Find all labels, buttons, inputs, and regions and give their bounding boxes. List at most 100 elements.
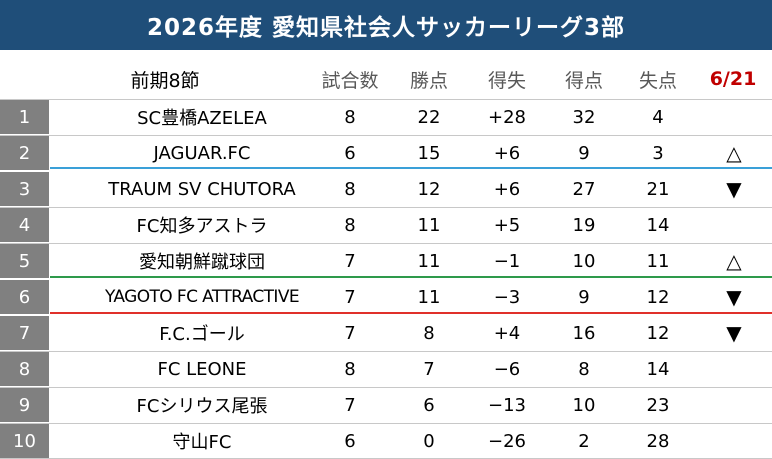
- goals-for-cell: 32: [572, 106, 596, 128]
- table-row: 6 YAGOTO FC ATTRACTIVE 7 11 −3 9 12 ▼: [0, 279, 772, 315]
- goals-against-cell: 3: [652, 142, 664, 164]
- points-cell: 7: [423, 358, 435, 380]
- goals-against-cell: 21: [646, 178, 670, 200]
- games-cell: 8: [344, 358, 356, 380]
- row-divider: [0, 207, 772, 208]
- goal-diff-cell: −1: [493, 250, 521, 272]
- round-header: 前期8節: [130, 69, 200, 92]
- goal-diff-cell: −6: [493, 358, 521, 380]
- goal-diff-cell: −3: [493, 286, 521, 308]
- date-header: 6/21: [709, 68, 757, 90]
- team-name: 守山FC: [172, 432, 232, 453]
- page-title: 2026年度 愛知県社会人サッカーリーグ3部: [146, 15, 626, 41]
- team-name: 愛知朝鮮蹴球団: [139, 252, 265, 273]
- goal-diff-header: 得失: [487, 69, 526, 92]
- rank-cell: 10: [0, 424, 49, 458]
- trend-icon: ▼: [726, 177, 742, 201]
- games-header: 試合数: [321, 69, 379, 92]
- team-name: F.C.ゴール: [159, 324, 245, 345]
- rank-cell: 9: [0, 388, 49, 422]
- rank-cell: 1: [0, 100, 49, 134]
- rank-cell: 6: [0, 280, 49, 314]
- points-cell: 6: [423, 394, 435, 416]
- rank-cell: 5: [0, 244, 49, 278]
- team-name: JAGUAR.FC: [153, 142, 251, 164]
- team-name: TRAUM SV CHUTORA: [108, 178, 296, 200]
- trend-icon: △: [726, 249, 742, 273]
- games-cell: 8: [344, 214, 356, 236]
- trend-icon: △: [726, 141, 742, 165]
- table-row: 10 守山FC 6 0 −26 2 28: [0, 423, 772, 459]
- points-header: 勝点: [409, 69, 448, 92]
- goals-for-cell: 2: [578, 430, 590, 452]
- points-cell: 15: [417, 142, 441, 164]
- trend-icon: [710, 351, 758, 387]
- games-cell: 6: [344, 430, 356, 452]
- trend-icon: [710, 387, 758, 423]
- rank-cell: 7: [0, 316, 49, 350]
- games-cell: 7: [344, 322, 356, 344]
- goals-against-header: 失点: [638, 69, 677, 92]
- goal-diff-cell: −13: [488, 394, 526, 416]
- row-divider: [0, 387, 772, 388]
- goals-for-cell: 16: [572, 322, 596, 344]
- trend-icon: ▼: [726, 321, 742, 345]
- goal-diff-cell: +6: [493, 178, 521, 200]
- trend-icon: ▼: [726, 285, 742, 309]
- rank-cell: 4: [0, 208, 49, 242]
- rank-cell: 8: [0, 352, 49, 386]
- trend-icon: [710, 423, 758, 459]
- team-name: YAGOTO FC ATTRACTIVE: [104, 287, 300, 307]
- games-cell: 7: [344, 286, 356, 308]
- games-cell: 8: [344, 178, 356, 200]
- table-row: 9 FCシリウス尾張 7 6 −13 10 23: [0, 387, 772, 423]
- team-name: FC知多アストラ: [136, 216, 268, 237]
- goals-against-cell: 11: [646, 250, 670, 272]
- points-cell: 8: [423, 322, 435, 344]
- table-row: 3 TRAUM SV CHUTORA 8 12 +6 27 21 ▼: [0, 171, 772, 207]
- points-cell: 12: [417, 178, 441, 200]
- row-divider: [0, 243, 772, 244]
- table-row: 4 FC知多アストラ 8 11 +5 19 14: [0, 207, 772, 243]
- goal-diff-cell: +5: [493, 214, 521, 236]
- playoff-line: [50, 276, 772, 278]
- team-name: FCシリウス尾張: [136, 396, 268, 417]
- goal-diff-cell: +4: [493, 322, 521, 344]
- rank-cell: 3: [0, 172, 49, 206]
- table-row: 5 愛知朝鮮蹴球団 7 11 −1 10 11 △: [0, 243, 772, 279]
- goals-against-cell: 14: [646, 358, 670, 380]
- goals-against-cell: 14: [646, 214, 670, 236]
- goals-for-cell: 8: [578, 358, 590, 380]
- trend-icon: [710, 207, 758, 243]
- team-name: FC LEONE: [157, 358, 247, 380]
- table-row: 2 JAGUAR.FC 6 15 +6 9 3 △: [0, 135, 772, 171]
- games-cell: 6: [344, 142, 356, 164]
- points-cell: 11: [417, 286, 441, 308]
- goals-against-cell: 28: [646, 430, 670, 452]
- team-name: SC豊橋AZELEA: [137, 108, 267, 129]
- table-row: 1 SC豊橋AZELEA 8 22 +28 32 4: [0, 99, 772, 135]
- games-cell: 8: [344, 106, 356, 128]
- goals-for-cell: 10: [572, 394, 596, 416]
- goals-for-cell: 9: [578, 142, 590, 164]
- row-divider: [0, 351, 772, 352]
- table-row: 8 FC LEONE 8 7 −6 8 14: [0, 351, 772, 387]
- title-banner: 2026年度 愛知県社会人サッカーリーグ3部: [0, 0, 772, 50]
- goals-for-header: 得点: [564, 69, 603, 92]
- goals-against-cell: 4: [652, 106, 664, 128]
- goals-for-cell: 27: [572, 178, 596, 200]
- row-divider: [0, 423, 772, 424]
- goals-against-cell: 12: [646, 322, 670, 344]
- goals-for-cell: 10: [572, 250, 596, 272]
- goals-for-cell: 9: [578, 286, 590, 308]
- points-cell: 11: [417, 250, 441, 272]
- row-divider: [0, 135, 772, 136]
- promotion-line: [50, 167, 772, 169]
- points-cell: 11: [417, 214, 441, 236]
- points-cell: 0: [423, 430, 435, 452]
- games-cell: 7: [344, 250, 356, 272]
- games-cell: 7: [344, 394, 356, 416]
- goals-against-cell: 23: [646, 394, 670, 416]
- relegation-line: [50, 312, 772, 314]
- goal-diff-cell: +28: [488, 106, 526, 128]
